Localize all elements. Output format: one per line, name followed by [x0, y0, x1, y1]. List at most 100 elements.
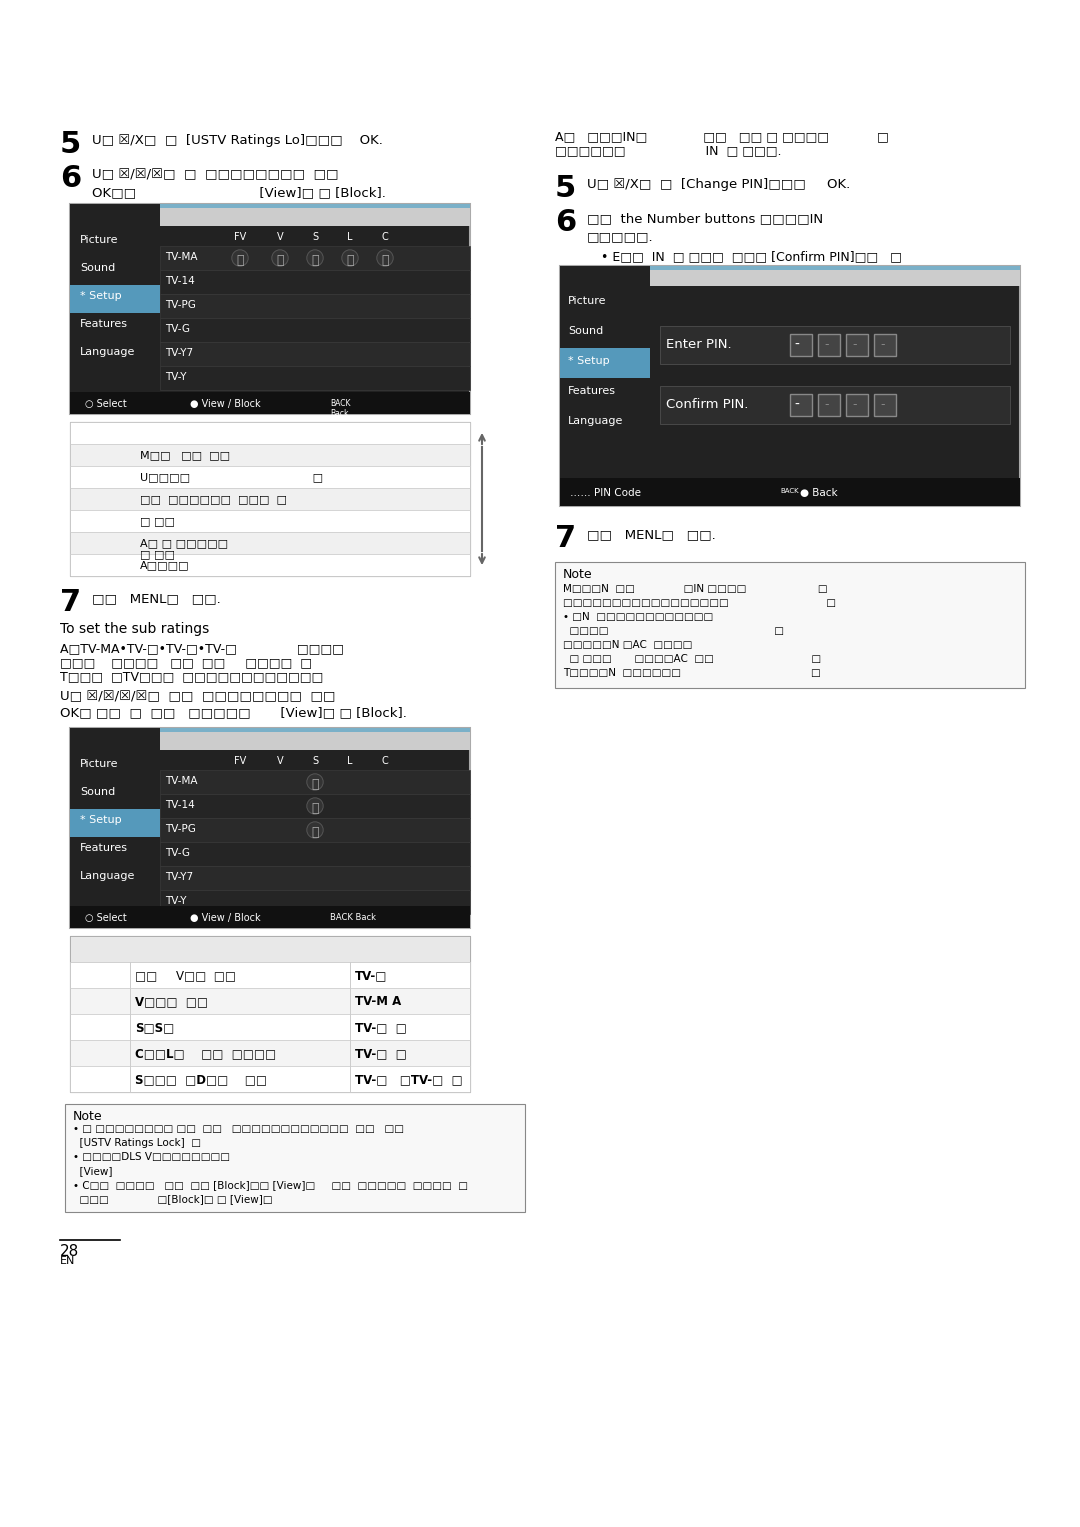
- Text: Language: Language: [80, 870, 135, 881]
- Bar: [160, 818, 470, 841]
- Text: U□□□□                                   □: U□□□□ □: [140, 472, 323, 483]
- Circle shape: [377, 250, 393, 266]
- Text: 7: 7: [60, 588, 81, 617]
- Text: -: -: [852, 337, 856, 351]
- Text: -: -: [880, 399, 885, 411]
- Bar: [70, 510, 470, 531]
- Circle shape: [273, 250, 287, 266]
- Bar: [160, 270, 470, 295]
- Bar: [160, 366, 470, 389]
- Circle shape: [308, 799, 322, 812]
- Bar: [874, 334, 896, 356]
- Bar: [70, 489, 470, 510]
- Text: U□ ☒/X□  □  [Change PIN]□□□     OK.: U□ ☒/X□ □ [Change PIN]□□□ OK.: [588, 179, 850, 191]
- Text: A□ □ □□□□□
□ □□: A□ □ □□□□□ □ □□: [140, 538, 228, 559]
- Text: ⚿: ⚿: [381, 253, 389, 267]
- Text: TV-MA: TV-MA: [165, 776, 198, 786]
- Text: M□□□N  □□               □IN □□□□                      □: M□□□N □□ □IN □□□□ □: [563, 583, 827, 594]
- Text: □□□□□N □AC  □□□□: □□□□□N □AC □□□□: [563, 640, 692, 651]
- Bar: [70, 728, 470, 750]
- Text: □□□□□.: □□□□□.: [588, 231, 653, 243]
- Text: Note: Note: [73, 1110, 103, 1122]
- Bar: [70, 962, 470, 988]
- Text: TV-PG: TV-PG: [165, 299, 195, 310]
- Circle shape: [307, 799, 323, 814]
- Text: TV-□  □: TV-□ □: [355, 1048, 407, 1060]
- Bar: [789, 334, 812, 356]
- Circle shape: [307, 822, 323, 838]
- Text: TV-Y7: TV-Y7: [165, 348, 193, 357]
- Text: TV-MA: TV-MA: [165, 252, 198, 263]
- Text: Features: Features: [568, 386, 616, 395]
- Text: T□□□□N  □□□□□□                                        □: T□□□□N □□□□□□ □: [563, 667, 821, 678]
- Bar: [660, 325, 1010, 363]
- Text: • □ □□□□□□□□ □□  □□   □□□□□□□□□□□□  □□   □□: • □ □□□□□□□□ □□ □□ □□□□□□□□□□□□ □□ □□: [73, 1124, 404, 1135]
- Bar: [70, 936, 470, 1092]
- Text: C□□L□    □□  □□□□: C□□L□ □□ □□□□: [135, 1048, 276, 1060]
- Text: □□  the Number buttons □□□□IN: □□ the Number buttons □□□□IN: [588, 212, 823, 224]
- Text: L: L: [348, 756, 353, 767]
- Text: A□□□□: A□□□□: [140, 560, 190, 570]
- Text: ⚿: ⚿: [276, 253, 284, 267]
- Bar: [561, 266, 1020, 286]
- Bar: [160, 342, 470, 366]
- Text: □ □□: □ □□: [140, 516, 175, 525]
- Text: TV-Y: TV-Y: [165, 373, 187, 382]
- Text: OK□ □□  □  □□   □□□□□       [View]□ □ [Block].: OK□ □□ □ □□ □□□□□ [View]□ □ [Block].: [60, 705, 407, 719]
- Bar: [160, 295, 470, 318]
- Circle shape: [343, 250, 357, 266]
- Text: 6: 6: [555, 208, 577, 237]
- Text: • □N  □□□□□□□□□□□□: • □N □□□□□□□□□□□□: [563, 612, 713, 621]
- Circle shape: [308, 776, 322, 789]
- Bar: [846, 334, 868, 356]
- Bar: [70, 205, 470, 414]
- Text: OK□□                             [View]□ □ [Block].: OK□□ [View]□ □ [Block].: [92, 186, 386, 199]
- Text: …… PIN Code: …… PIN Code: [570, 489, 642, 498]
- Bar: [160, 866, 470, 890]
- Text: BACK: BACK: [780, 489, 798, 495]
- Text: □□□□                                                   □: □□□□ □: [563, 626, 784, 637]
- Text: S□□□  □D□□    □□: S□□□ □D□□ □□: [135, 1073, 267, 1086]
- Bar: [70, 988, 470, 1014]
- Text: □□  □□□□□□  □□□  □: □□ □□□□□□ □□□ □: [140, 495, 287, 504]
- Bar: [789, 394, 812, 415]
- Text: -: -: [824, 399, 828, 411]
- Text: Language: Language: [80, 347, 135, 357]
- Bar: [160, 841, 470, 866]
- Text: ● View / Block: ● View / Block: [190, 913, 260, 922]
- Bar: [818, 394, 840, 415]
- Text: □□□    □□□□   □□  □□     □□□□  □: □□□ □□□□ □□ □□ □□□□ □: [60, 657, 312, 669]
- Bar: [160, 246, 470, 270]
- Text: Picture: Picture: [568, 296, 607, 305]
- Circle shape: [308, 250, 322, 266]
- Circle shape: [233, 250, 247, 266]
- Bar: [70, 728, 470, 928]
- Text: ⚿: ⚿: [237, 253, 244, 267]
- Bar: [160, 890, 470, 915]
- Text: -: -: [852, 399, 856, 411]
- Text: TV-□: TV-□: [355, 970, 388, 982]
- Text: U□ ☒/☒/☒/☒□  □□  □□□□□□□□  □□: U□ ☒/☒/☒/☒□ □□ □□□□□□□□ □□: [60, 690, 336, 702]
- Text: Sound: Sound: [80, 786, 116, 797]
- Text: A□TV-MA•TV-□•TV-□•TV-□               □□□□: A□TV-MA•TV-□•TV-□•TV-□ □□□□: [60, 641, 343, 655]
- Text: [View]: [View]: [73, 1167, 112, 1176]
- Text: ⚿: ⚿: [311, 777, 319, 791]
- Text: S: S: [312, 756, 319, 767]
- Text: Features: Features: [80, 319, 129, 328]
- Text: TV-Y7: TV-Y7: [165, 872, 193, 883]
- Text: • E□□  IN  □ □□□  □□□ [Confirm PIN]□□   □: • E□□ IN □ □□□ □□□ [Confirm PIN]□□ □: [600, 250, 902, 263]
- Text: □□□□□□                    IN  □ □□□.: □□□□□□ IN □ □□□.: [555, 144, 782, 157]
- Text: BACK
Back: BACK Back: [330, 399, 351, 418]
- Text: ● Back: ● Back: [800, 489, 838, 498]
- Text: □□□               □[Block]□ □ [View]□: □□□ □[Block]□ □ [View]□: [73, 1194, 272, 1203]
- Bar: [561, 478, 1020, 505]
- Text: TV-G: TV-G: [165, 324, 190, 334]
- Text: Picture: Picture: [80, 759, 119, 770]
- Bar: [70, 1066, 470, 1092]
- Bar: [70, 554, 470, 576]
- Bar: [70, 205, 470, 226]
- Text: FV: FV: [234, 756, 246, 767]
- Text: -: -: [794, 399, 799, 412]
- Bar: [660, 386, 1010, 425]
- Text: TV-□   □TV-□  □: TV-□ □TV-□ □: [355, 1073, 462, 1086]
